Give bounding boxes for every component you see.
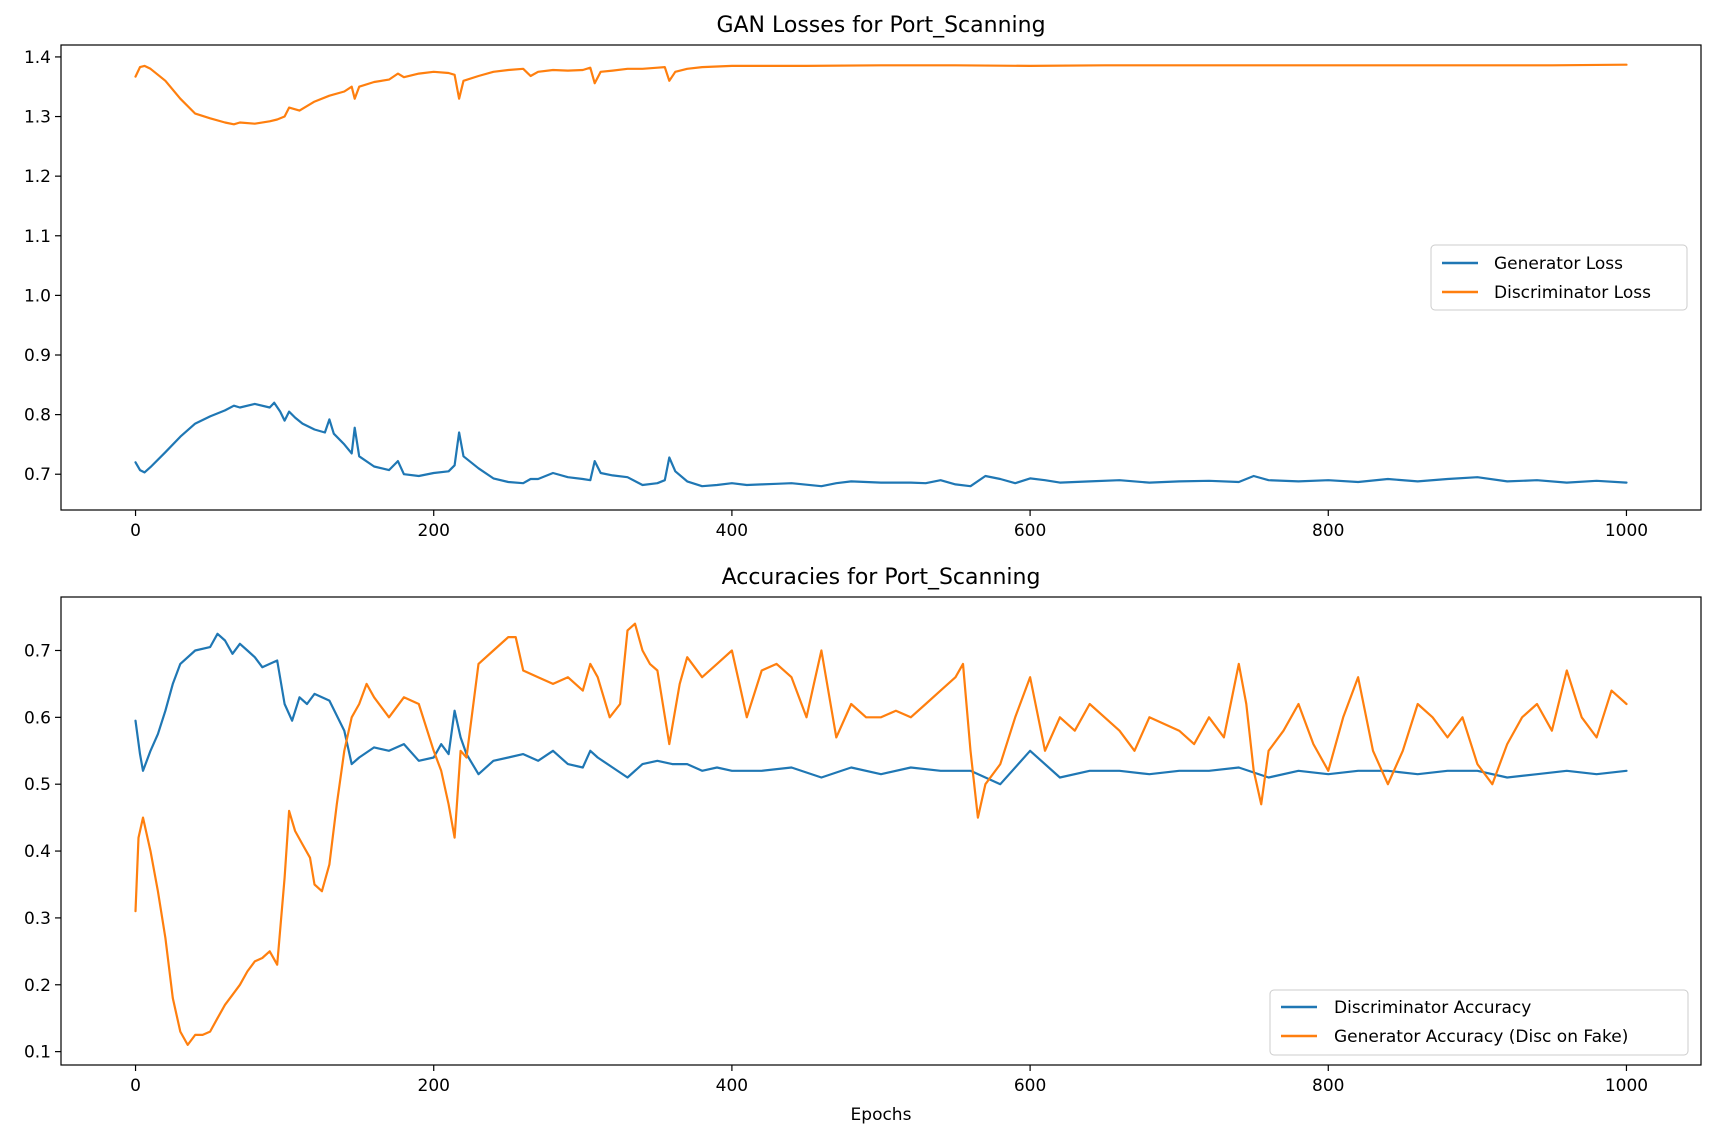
loss-chart-legend: Generator Loss Discriminator Loss (1430, 244, 1688, 311)
loss-series-discriminator-loss (134, 63, 1628, 126)
accuracy-chart-frame (60, 596, 1702, 1066)
accuracy-chart: Accuracies for Port_Scanning 0 200 400 600 8… (24, 565, 1702, 1125)
accuracy-legend-label-discriminator: Discriminator Accuracy (1334, 998, 1531, 1018)
accuracy-x-tick-label: 600 (1014, 1076, 1046, 1096)
accuracy-y-tick-label: 0.6 (24, 708, 51, 728)
loss-chart-title: GAN Losses for Port_Scanning (716, 13, 1045, 38)
loss-x-tick-label: 200 (418, 521, 450, 541)
accuracy-series-discriminator-accuracy (134, 632, 1628, 786)
accuracy-x-tick-label: 0 (130, 1076, 141, 1096)
loss-x-tick-label: 0 (130, 521, 141, 541)
accuracy-chart-x-axis: 0 200 400 600 800 1000 (130, 1065, 1648, 1096)
loss-x-tick-label: 400 (716, 521, 748, 541)
accuracy-x-tick-label: 1000 (1605, 1076, 1648, 1096)
loss-legend-label-generator: Generator Loss (1494, 254, 1623, 274)
loss-legend-box (1430, 244, 1688, 311)
loss-chart-y-axis: 0.7 0.8 0.9 1.0 1.1 1.2 1.3 1.4 (24, 48, 61, 485)
accuracy-y-tick-label: 0.5 (24, 775, 51, 795)
accuracy-chart-x-label: Epochs (851, 1105, 912, 1125)
loss-x-tick-label: 600 (1014, 521, 1046, 541)
accuracy-y-tick-label: 0.1 (24, 1043, 51, 1063)
accuracy-legend-label-generator: Generator Accuracy (Disc on Fake) (1334, 1027, 1628, 1047)
accuracy-x-tick-label: 200 (418, 1076, 450, 1096)
loss-chart-x-axis: 0 200 400 600 800 1000 (130, 510, 1648, 541)
accuracy-chart-y-axis: 0.1 0.2 0.3 0.4 0.5 0.6 0.7 (24, 641, 61, 1063)
loss-chart-series (134, 63, 1628, 488)
loss-y-tick-label: 0.9 (24, 346, 51, 366)
accuracy-y-tick-label: 0.4 (24, 842, 51, 862)
accuracy-y-tick-label: 0.7 (24, 641, 51, 661)
accuracy-chart-legend: Discriminator Accuracy Generator Accurac… (1269, 989, 1689, 1056)
accuracy-series-generator-accuracy-disc-on-fake (134, 622, 1628, 1047)
loss-x-tick-label: 800 (1312, 521, 1344, 541)
accuracy-chart-series (134, 622, 1628, 1047)
accuracy-chart-title: Accuracies for Port_Scanning (722, 565, 1041, 590)
loss-y-tick-label: 0.8 (24, 406, 51, 426)
accuracy-x-tick-label: 800 (1312, 1076, 1344, 1096)
loss-y-tick-label: 1.3 (24, 108, 51, 128)
loss-x-tick-label: 1000 (1605, 521, 1648, 541)
accuracy-x-tick-label: 400 (716, 1076, 748, 1096)
loss-y-tick-label: 1.1 (24, 227, 51, 247)
loss-y-tick-label: 1.4 (24, 48, 51, 68)
loss-y-tick-label: 1.0 (24, 286, 51, 306)
accuracy-legend-box (1269, 989, 1689, 1056)
accuracy-y-tick-label: 0.3 (24, 909, 51, 929)
loss-chart: GAN Losses for Port_Scanning 0 200 400 600 8… (24, 13, 1702, 541)
loss-chart-frame (60, 44, 1702, 511)
loss-legend-label-discriminator: Discriminator Loss (1494, 283, 1651, 303)
loss-y-tick-label: 0.7 (24, 465, 51, 485)
accuracy-y-tick-label: 0.2 (24, 976, 51, 996)
loss-series-generator-loss (134, 401, 1628, 488)
loss-y-tick-label: 1.2 (24, 167, 51, 187)
